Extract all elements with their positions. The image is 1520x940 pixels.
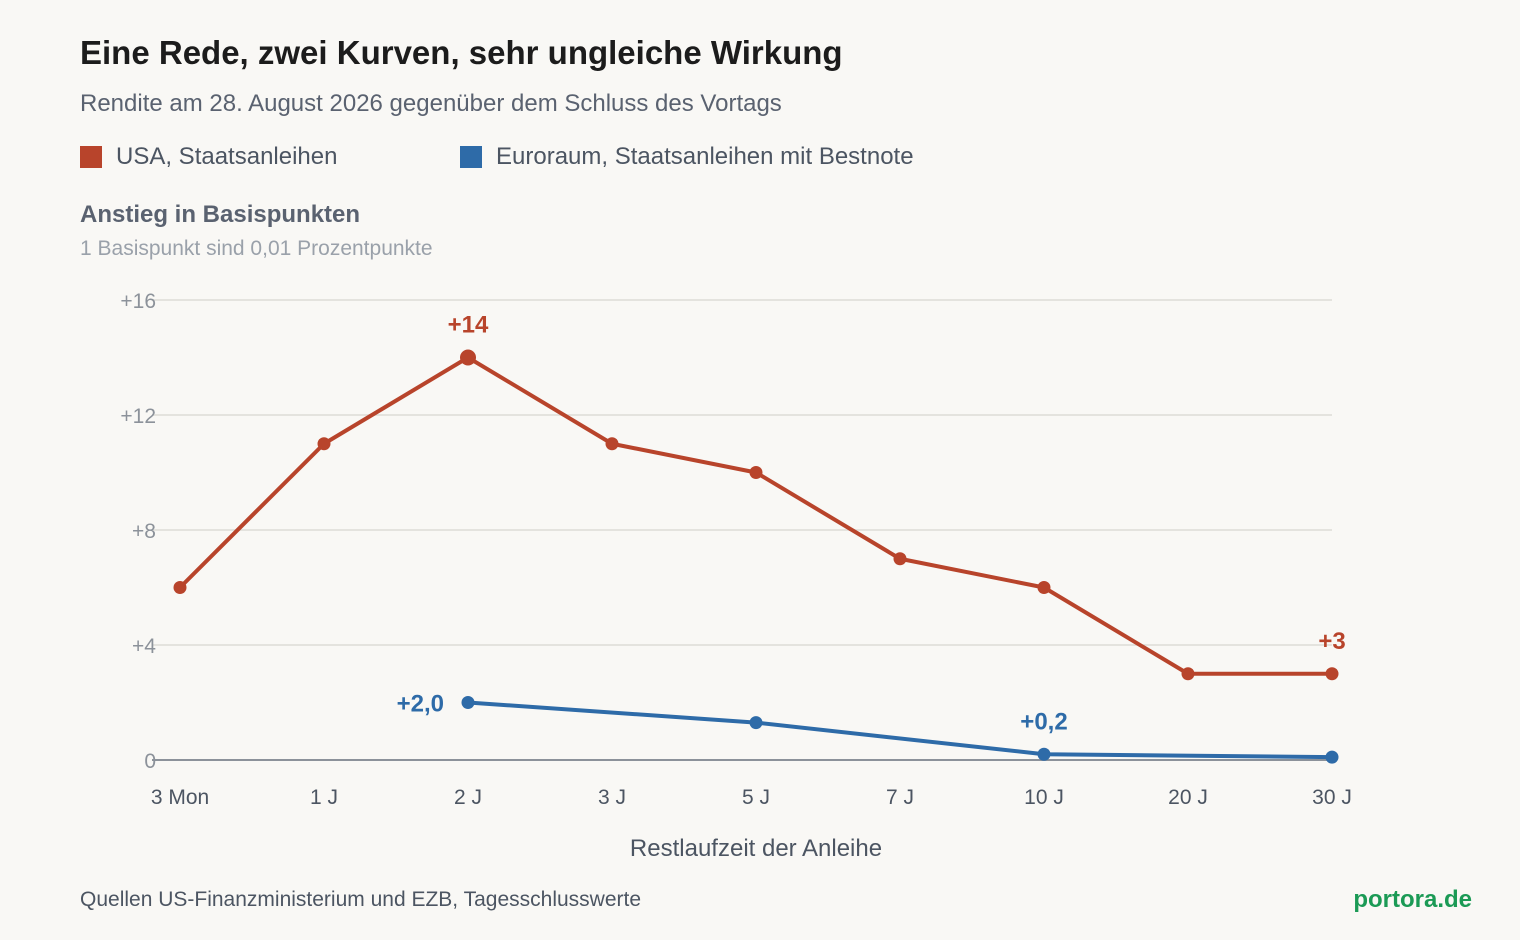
- chart-subtitle: Rendite am 28. August 2026 gegenüber dem…: [80, 90, 782, 117]
- series-0-point-7: [1181, 667, 1195, 681]
- chart-title: Eine Rede, zwei Kurven, sehr ungleiche W…: [80, 34, 843, 71]
- series-1-data-label-1: +0,2: [1020, 708, 1067, 735]
- legend-swatch-euro: [460, 146, 482, 168]
- series-0-point-5: [893, 552, 907, 566]
- y-axis-note: 1 Basispunkt sind 0,01 Prozentpunkte: [80, 237, 433, 260]
- series-1-point-6: [1037, 747, 1051, 761]
- series-0-point-0: [173, 581, 187, 594]
- series-0-data-label-0: +14: [448, 312, 489, 339]
- series-1-point-8: [1325, 750, 1339, 764]
- series-0-point-8: [1325, 667, 1339, 681]
- series-0-point-6: [1037, 581, 1051, 594]
- legend-item-usa: USA, Staatsanleihen: [80, 143, 337, 171]
- x-tick-label-5: 7 J: [886, 786, 914, 809]
- legend-swatch-usa: [80, 146, 102, 168]
- series-1-point-4: [749, 716, 763, 730]
- brand-logo[interactable]: portora.de: [1353, 886, 1472, 913]
- y-tick-label-1: +12: [120, 405, 156, 428]
- y-tick-label-4: 0: [144, 750, 156, 773]
- series-1-point-2: [461, 696, 475, 709]
- x-tick-label-0: 3 Mon: [151, 786, 209, 809]
- y-tick-label-2: +8: [132, 520, 156, 543]
- x-tick-label-8: 30 J: [1312, 786, 1352, 809]
- x-tick-label-1: 1 J: [310, 786, 338, 809]
- y-tick-label-0: +16: [120, 290, 156, 313]
- legend-label-usa: USA, Staatsanleihen: [116, 143, 338, 170]
- x-tick-label-6: 10 J: [1024, 786, 1064, 809]
- legend-item-euro: Euroraum, Staatsanleihen mit Bestnote: [460, 143, 914, 171]
- x-tick-label-4: 5 J: [742, 786, 770, 809]
- series-0-point-3: [605, 437, 619, 451]
- legend-label-euro: Euroraum, Staatsanleihen mit Bestnote: [496, 143, 914, 170]
- series-0-point-4: [749, 466, 763, 479]
- series-line-1: [466, 700, 1334, 760]
- legend: USA, Staatsanleihen Euroraum, Staatsanle…: [80, 143, 1080, 173]
- source-note: Quellen US-Finanzministerium und EZB, Ta…: [80, 888, 642, 911]
- series-line-0: [178, 355, 1334, 676]
- x-tick-label-3: 3 J: [598, 786, 626, 809]
- x-tick-label-2: 2 J: [454, 786, 482, 809]
- x-axis-title: Restlaufzeit der Anleihe: [630, 835, 882, 862]
- series-0-point-1: [317, 437, 331, 451]
- y-tick-label-3: +4: [132, 635, 156, 658]
- series-0-point-2: [460, 349, 476, 366]
- series-1-data-label-0: +2,0: [397, 691, 444, 718]
- series-0-data-label-1: +3: [1318, 628, 1345, 655]
- y-axis-title: Anstieg in Basispunkten: [80, 201, 361, 228]
- x-tick-label-7: 20 J: [1168, 786, 1208, 809]
